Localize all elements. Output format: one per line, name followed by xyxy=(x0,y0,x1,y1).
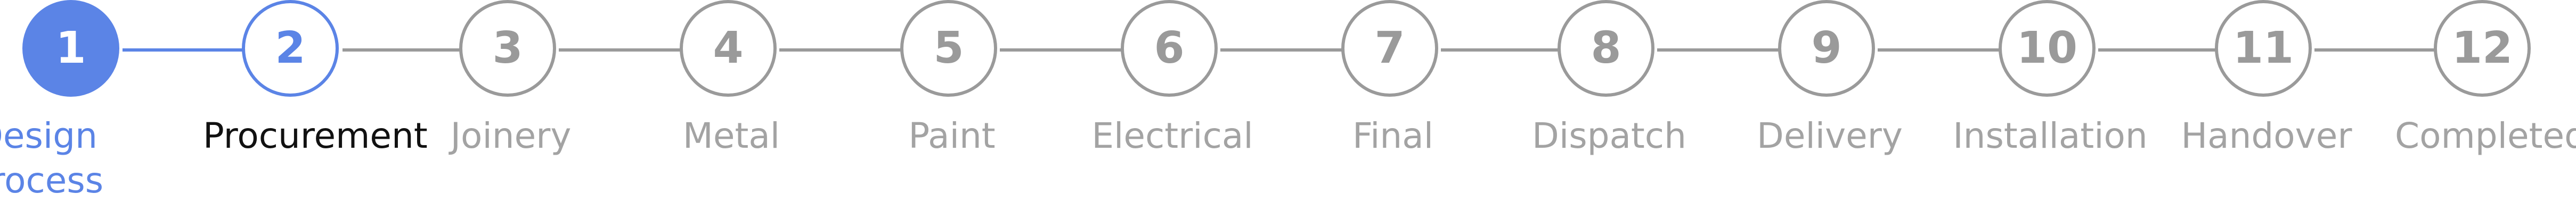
connector-1-2 xyxy=(123,48,245,52)
step-circle[interactable]: 4 xyxy=(680,0,777,97)
step-procurement[interactable]: 2 Procurement xyxy=(203,0,428,219)
step-metal[interactable]: 4 Metal xyxy=(641,0,822,219)
step-circle[interactable]: 2 xyxy=(242,0,339,97)
step-label: Handover xyxy=(2181,115,2352,156)
step-handover[interactable]: 11 Handover xyxy=(2176,0,2357,219)
step-circle[interactable]: 10 xyxy=(1999,0,2096,97)
connector-7-8 xyxy=(1441,48,1561,52)
step-label: Completed xyxy=(2395,115,2576,156)
connector-8-9 xyxy=(1657,48,1781,52)
step-joinery[interactable]: 3 Joinery xyxy=(420,0,601,219)
connector-6-7 xyxy=(1220,48,1344,52)
step-installation[interactable]: 10 Installation xyxy=(1953,0,2148,219)
connector-2-3 xyxy=(343,48,462,52)
step-electrical[interactable]: 6 Electrical xyxy=(1082,0,1263,219)
step-label: Paint xyxy=(908,115,996,156)
step-circle[interactable]: 12 xyxy=(2434,0,2531,97)
connector-4-5 xyxy=(779,48,903,52)
step-dispatch[interactable]: 8 Dispatch xyxy=(1519,0,1700,219)
step-label: Dispatch xyxy=(1532,115,1686,156)
step-circle[interactable]: 6 xyxy=(1121,0,1218,97)
step-paint[interactable]: 5 Paint xyxy=(861,0,1042,219)
step-completed[interactable]: 12 Completed xyxy=(2395,0,2576,219)
step-circle[interactable]: 7 xyxy=(1341,0,1438,97)
connector-9-10 xyxy=(1878,48,2002,52)
step-label: Final xyxy=(1352,115,1434,156)
step-circle[interactable]: 11 xyxy=(2215,0,2312,97)
connector-11-12 xyxy=(2314,48,2439,52)
step-delivery[interactable]: 9 Delivery xyxy=(1739,0,1920,219)
step-design-process[interactable]: 1 Design Process xyxy=(0,0,165,219)
step-label: Delivery xyxy=(1757,115,1903,156)
step-circle[interactable]: 3 xyxy=(459,0,556,97)
connector-3-4 xyxy=(559,48,683,52)
step-circle[interactable]: 1 xyxy=(22,0,119,97)
step-label: Electrical xyxy=(1091,115,1253,156)
step-circle[interactable]: 5 xyxy=(900,0,997,97)
step-final[interactable]: 7 Final xyxy=(1302,0,1483,219)
connector-10-11 xyxy=(2098,48,2218,52)
step-circle[interactable]: 8 xyxy=(1558,0,1654,97)
step-label: Procurement xyxy=(203,115,428,156)
connector-5-6 xyxy=(1000,48,1124,52)
step-circle[interactable]: 9 xyxy=(1778,0,1875,97)
step-label: Metal xyxy=(682,115,780,156)
step-label: Joinery xyxy=(450,115,572,156)
step-label: Design Process xyxy=(0,115,104,201)
step-label: Installation xyxy=(1953,115,2148,156)
